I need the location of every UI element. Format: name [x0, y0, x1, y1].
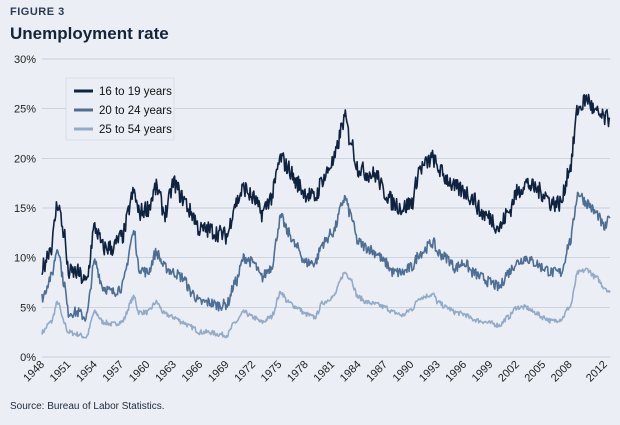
x-tick-label: 1990 — [391, 359, 417, 385]
x-tick-label: 1963 — [153, 359, 179, 385]
y-tick-label: 5% — [20, 302, 36, 314]
legend-label-20-24: 20 to 24 years — [99, 105, 172, 117]
series-line-20-to-24-years — [41, 191, 611, 322]
x-tick-label: 1987 — [364, 359, 390, 385]
chart-title: Unemployment rate — [10, 24, 169, 43]
x-tick-label: 1978 — [285, 359, 311, 385]
x-tick-label: 1951 — [48, 359, 74, 385]
x-tick-label: 2012 — [584, 359, 610, 385]
x-tick-label: 1984 — [338, 359, 364, 385]
y-tick-label: 15% — [14, 203, 36, 215]
y-tick-label: 25% — [14, 104, 36, 116]
x-axis-ticks: 1948 1951 1954 1957 1960 1963 1966 1969 1972 1975… — [21, 359, 610, 385]
y-tick-label: 10% — [14, 253, 36, 265]
x-tick-label: 1969 — [206, 359, 232, 385]
legend-label-25-54: 25 to 54 years — [99, 124, 172, 136]
series-lines — [41, 93, 611, 339]
x-tick-label: 2005 — [522, 359, 548, 385]
x-tick-label: 1954 — [74, 359, 100, 385]
series-line-25-to-54-years — [41, 267, 611, 339]
x-tick-label: 2008 — [549, 359, 575, 385]
legend-label-16-19: 16 to 19 years — [99, 86, 172, 98]
x-tick-label: 1999 — [470, 359, 496, 385]
source-note: Source: Bureau of Labor Statistics. — [10, 401, 165, 412]
x-tick-label: 1996 — [443, 359, 469, 385]
figure-label: FIGURE 3 — [10, 6, 65, 18]
legend: 16 to 19 years 20 to 24 years 25 to 54 y… — [65, 77, 175, 141]
y-tick-label: 0% — [20, 352, 36, 364]
y-axis-ticks: 0% 5% 10% 15% 20% 25% 30% — [14, 54, 36, 364]
x-tick-label: 1972 — [232, 359, 258, 385]
x-tick-label: 1966 — [180, 359, 206, 385]
y-tick-label: 20% — [14, 153, 36, 165]
x-tick-label: 1981 — [311, 359, 337, 385]
x-tick-label: 1957 — [100, 359, 126, 385]
y-tick-label: 30% — [14, 54, 36, 66]
series-line-16-to-19-years — [41, 93, 611, 285]
x-tick-label: 2002 — [496, 359, 522, 385]
x-tick-label: 1993 — [417, 359, 443, 385]
x-tick-label: 1960 — [127, 359, 153, 385]
x-tick-label: 1975 — [259, 359, 285, 385]
